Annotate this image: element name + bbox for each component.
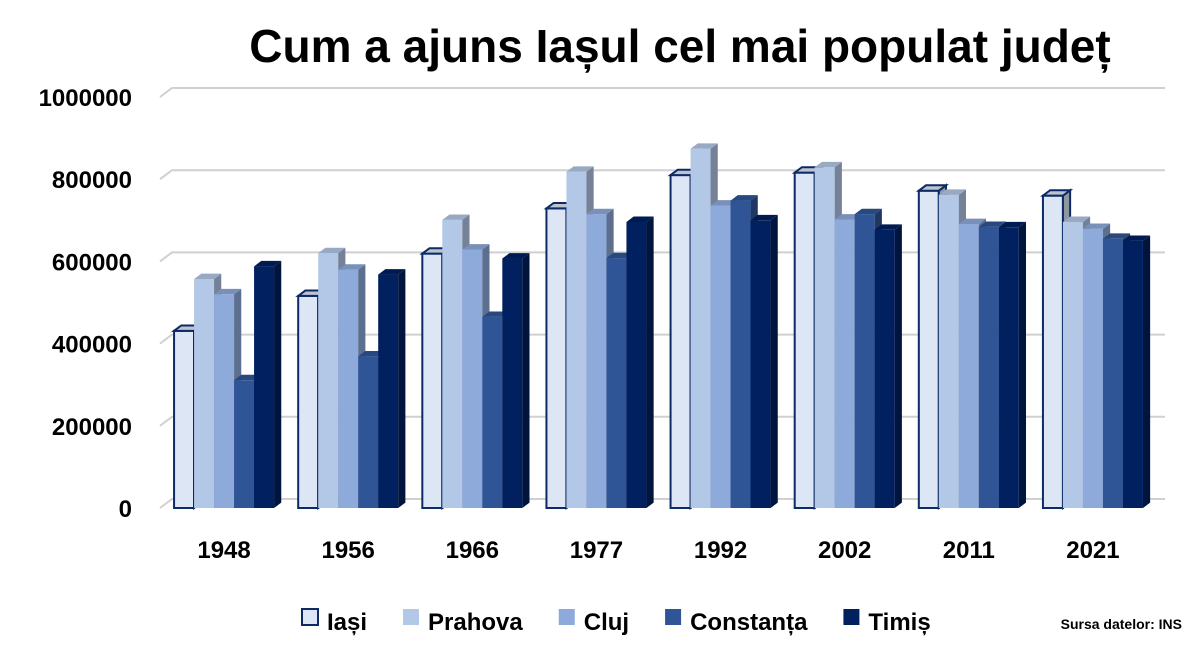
x-tick-label: 1992: [694, 537, 747, 564]
gridline: [159, 169, 1165, 180]
chart-title: Cum a ajuns Iașul cel mai populat județ: [249, 20, 1110, 73]
bar: [502, 253, 530, 508]
gridline: [159, 87, 1165, 98]
bar: [626, 216, 654, 508]
legend-item: Iași: [301, 608, 367, 636]
bar: [998, 221, 1027, 509]
x-tick-label: 1966: [446, 537, 499, 564]
bar-group-2011: [915, 183, 1027, 510]
legend-label: Constanța: [690, 609, 808, 636]
legend-item: Prahova: [403, 609, 523, 636]
x-tick-label: 1948: [197, 537, 250, 564]
bar: [1122, 235, 1151, 508]
legend-item: Timiș: [843, 609, 931, 636]
bar-group-2002: [791, 161, 902, 510]
legend-label: Timiș: [868, 609, 930, 636]
bar: [254, 260, 282, 508]
y-tick-label: 200000: [52, 414, 132, 441]
y-tick-label: 600000: [52, 249, 132, 276]
y-tick-label: 0: [119, 496, 132, 523]
bar-group-1977: [543, 166, 654, 510]
legend-item: Cluj: [558, 609, 629, 636]
bar-group-1966: [419, 214, 530, 510]
bar: [378, 269, 406, 508]
legend: Iași Prahova Cluj Constanța Timiș: [301, 608, 931, 636]
y-axis-ticks: 0 200000 400000 600000 800000 1000000: [39, 85, 132, 523]
legend-swatch: [558, 609, 575, 625]
y-tick-label: 400000: [52, 332, 132, 359]
x-axis-ticks: 1948 1956 1966 1977 1992 2002 2011 2021: [197, 537, 1119, 564]
bar: [750, 214, 778, 509]
legend-swatch: [301, 608, 319, 626]
bar-group-1956: [295, 247, 406, 510]
x-tick-label: 1956: [321, 537, 374, 564]
bar-group-1992: [667, 143, 778, 510]
x-tick-label: 2021: [1066, 537, 1119, 564]
legend-swatch: [403, 609, 420, 625]
legend-swatch: [665, 609, 682, 625]
legend-label: Prahova: [428, 609, 523, 636]
bar-group-2021: [1039, 188, 1151, 511]
source-note: Sursa datelor: INS: [1061, 616, 1182, 632]
bar-group-1948: [171, 260, 282, 510]
x-tick-label: 2011: [943, 537, 995, 564]
bar-groups: [171, 143, 1151, 511]
x-tick-label: 2002: [818, 537, 871, 564]
x-tick-label: 1977: [570, 537, 623, 564]
legend-swatch: [843, 609, 860, 625]
legend-item: Constanța: [665, 609, 808, 636]
y-tick-label: 1000000: [39, 85, 132, 112]
bar: [874, 224, 902, 509]
y-tick-label: 800000: [52, 167, 132, 194]
legend-label: Iași: [327, 609, 367, 636]
legend-label: Cluj: [584, 609, 629, 636]
